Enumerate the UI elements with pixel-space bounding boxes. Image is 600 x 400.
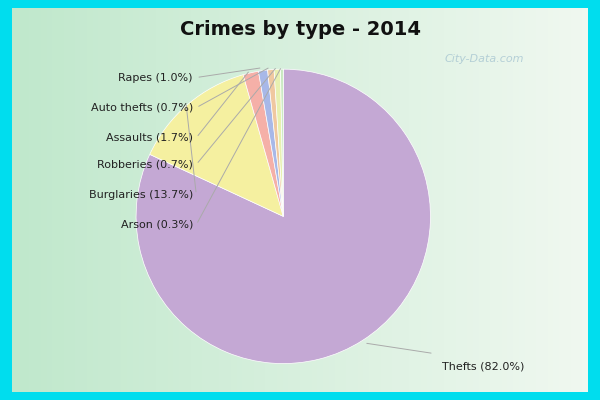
Text: Arson (0.3%): Arson (0.3%) [121, 220, 193, 230]
Text: Rapes (1.0%): Rapes (1.0%) [118, 72, 193, 82]
Text: Auto thefts (0.7%): Auto thefts (0.7%) [91, 103, 193, 113]
Text: City-Data.com: City-Data.com [445, 54, 524, 64]
Text: Robberies (0.7%): Robberies (0.7%) [97, 160, 193, 170]
Text: Assaults (1.7%): Assaults (1.7%) [106, 133, 193, 143]
Wedge shape [136, 69, 430, 364]
Wedge shape [259, 70, 283, 216]
Wedge shape [274, 69, 283, 216]
Text: Thefts (82.0%): Thefts (82.0%) [442, 362, 524, 372]
Wedge shape [243, 71, 283, 216]
Text: Burglaries (13.7%): Burglaries (13.7%) [89, 190, 193, 200]
Wedge shape [268, 70, 283, 216]
Wedge shape [281, 69, 283, 216]
Text: Crimes by type - 2014: Crimes by type - 2014 [179, 20, 421, 38]
Wedge shape [150, 75, 283, 216]
